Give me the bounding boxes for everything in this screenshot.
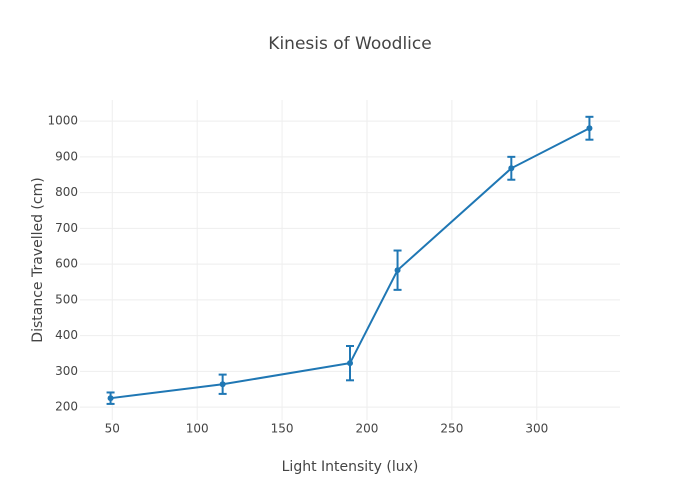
x-tick-label: 150 (271, 422, 294, 436)
data-point (107, 395, 114, 402)
y-axis-title: Distance Travelled (cm) (30, 177, 46, 342)
data-point (394, 267, 401, 274)
data-point (508, 165, 515, 172)
y-tick-label: 600 (55, 257, 78, 271)
y-tick-label: 200 (55, 400, 78, 414)
y-tick-label: 1000 (47, 114, 78, 128)
chart-title: Kinesis of Woodlice (268, 34, 431, 54)
data-point (219, 381, 226, 388)
data-point (347, 360, 353, 367)
x-tick-label: 300 (525, 422, 548, 436)
series-line (110, 127, 590, 400)
y-tick-label: 300 (55, 364, 78, 378)
y-tick-label: 700 (55, 221, 78, 235)
x-tick-label: 250 (440, 422, 463, 436)
x-tick-label: 50 (105, 422, 120, 436)
y-tick-label: 900 (55, 149, 78, 163)
y-tick-label: 400 (55, 328, 78, 342)
y-tick-label: 500 (55, 292, 78, 306)
x-tick-label: 200 (356, 422, 379, 436)
data-point (586, 125, 593, 132)
x-tick-label: 100 (186, 422, 209, 436)
y-tick-label: 800 (55, 185, 78, 199)
x-axis-title: Light Intensity (lux) (282, 459, 419, 475)
